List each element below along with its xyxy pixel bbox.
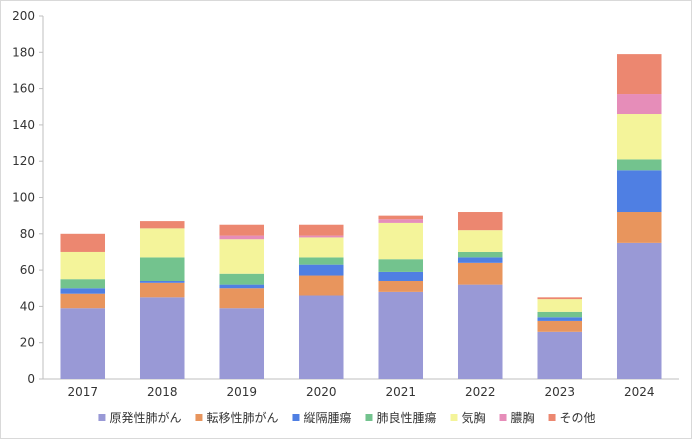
legend-label: 転移性肺がん — [206, 410, 278, 425]
legend-label: 原発性肺がん — [109, 410, 181, 425]
bar-segment — [219, 273, 265, 285]
y-tick-label: 20 — [20, 336, 35, 350]
bar-segment — [378, 222, 424, 260]
bar-segment — [298, 235, 344, 238]
bar-segment — [537, 331, 583, 379]
bar-segment — [537, 317, 583, 321]
bar-segment — [60, 233, 106, 252]
legend: 原発性肺がん 転移性肺がん 縦隔腫瘍 肺良性腫瘍 気胸 膿胸 その他 — [98, 410, 596, 425]
y-axis: 0 20 40 60 80 100 120 140 160 180 200 — [12, 9, 44, 386]
bar-segment — [139, 297, 185, 379]
bar-segment — [219, 239, 265, 274]
x-tick-label: 2018 — [147, 385, 178, 399]
legend-swatch — [98, 414, 106, 421]
bar-segment — [457, 251, 503, 258]
legend-swatch — [195, 414, 203, 421]
bar-segment — [298, 295, 344, 379]
legend-label: 肺良性腫瘍 — [376, 410, 436, 425]
bar-segment — [616, 54, 662, 95]
bar-segment — [457, 257, 503, 263]
bar-segment — [139, 282, 185, 298]
y-tick-label: 120 — [12, 154, 35, 168]
y-tick-label: 180 — [12, 45, 35, 59]
x-tick-label: 2017 — [67, 385, 98, 399]
bar-segment — [616, 114, 662, 160]
bar-segment — [616, 212, 662, 243]
bar-segment — [298, 224, 344, 236]
y-tick-label: 0 — [27, 372, 35, 386]
legend-item: 気胸 — [450, 410, 486, 425]
x-tick-label: 2019 — [226, 385, 257, 399]
legend-label: 気胸 — [462, 410, 486, 425]
bar-segment — [219, 288, 265, 309]
legend-item: その他 — [548, 411, 596, 425]
bar-segment — [616, 170, 662, 213]
y-tick-label: 200 — [12, 9, 35, 23]
bar-segment — [139, 280, 185, 283]
bar-segment — [616, 159, 662, 171]
legend-item: 原発性肺がん — [98, 410, 181, 425]
bar-segment — [457, 262, 503, 285]
y-tick-label: 160 — [12, 82, 35, 96]
y-tick-label: 60 — [20, 263, 35, 277]
bar-segment — [378, 271, 424, 281]
bar-segment — [219, 308, 265, 379]
legend-item: 転移性肺がん — [195, 410, 278, 425]
bar-segment — [60, 279, 106, 289]
bar-segment — [378, 219, 424, 223]
bar-segment — [457, 212, 503, 231]
x-tick-label: 2021 — [385, 385, 416, 399]
legend-swatch — [548, 414, 556, 421]
bar-segment — [298, 264, 344, 276]
y-tick-label: 100 — [12, 191, 35, 205]
bar-segment — [139, 221, 185, 229]
bar-segment — [60, 288, 106, 294]
legend-item: 肺良性腫瘍 — [365, 410, 437, 425]
x-axis: 2017 2018 2019 2020 2021 2022 2023 2024 — [43, 378, 679, 399]
x-tick-label: 2023 — [544, 385, 575, 399]
y-tick-label: 140 — [12, 118, 35, 132]
bar-segment — [457, 284, 503, 379]
bar-segment — [378, 291, 424, 379]
bar-segment — [219, 224, 265, 236]
bar-segment — [378, 280, 424, 292]
legend-label: その他 — [560, 411, 596, 425]
bar-segment — [139, 257, 185, 281]
legend-swatch — [499, 414, 507, 421]
bar-segment — [537, 299, 583, 312]
legend-swatch — [292, 414, 300, 421]
bar-segment — [60, 308, 106, 379]
bar-segment — [537, 297, 583, 300]
legend-swatch — [450, 414, 458, 421]
x-tick-label: 2020 — [306, 385, 337, 399]
bar-segment — [457, 230, 503, 252]
bar-segment — [616, 242, 662, 379]
bar-segment — [537, 320, 583, 332]
bar-segment — [219, 284, 265, 289]
x-tick-label: 2022 — [465, 385, 496, 399]
bar-segment — [537, 311, 583, 318]
y-tick-label: 80 — [20, 227, 35, 241]
bar-segment — [60, 293, 106, 309]
bar-segment — [298, 275, 344, 296]
legend-item: 縦隔腫瘍 — [292, 410, 351, 425]
bar-segment — [60, 251, 106, 280]
legend-item: 膿胸 — [499, 410, 535, 425]
legend-label: 膿胸 — [511, 410, 535, 425]
legend-swatch — [365, 414, 373, 421]
bar-segment — [298, 237, 344, 258]
bar-segment — [139, 228, 185, 258]
legend-label: 縦隔腫瘍 — [303, 410, 351, 425]
bar-segment — [298, 257, 344, 265]
bar-segment — [378, 259, 424, 272]
y-tick-label: 40 — [20, 299, 35, 313]
bar-segment — [378, 215, 424, 220]
x-tick-label: 2024 — [624, 385, 655, 399]
bar-segment — [219, 235, 265, 240]
bars — [60, 54, 662, 379]
bar-segment — [616, 94, 662, 115]
